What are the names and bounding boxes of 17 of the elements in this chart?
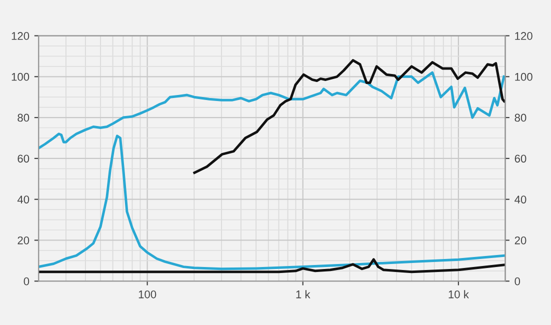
y-tick-label: 120 xyxy=(12,32,30,40)
y-tick-label: 60 xyxy=(18,154,30,163)
x-tick-label: 100 xyxy=(138,290,156,298)
y2-tick-label: 120 xyxy=(515,32,532,40)
y2-tick-label: 100 xyxy=(515,72,532,81)
x-tick-label: 10 k xyxy=(448,290,469,298)
y2-tick-label: 60 xyxy=(514,154,526,163)
y-tick-label: 20 xyxy=(18,236,30,244)
y2-tick-label: 20 xyxy=(514,236,526,244)
y-tick-label: 40 xyxy=(17,196,30,204)
y-tick-label: 80 xyxy=(18,114,30,122)
x-tick-label: 1 k xyxy=(296,290,310,298)
y2-tick-label: 0 xyxy=(514,277,520,286)
y2-tick-label: 40 xyxy=(514,196,526,204)
y2-tick-label: 80 xyxy=(514,114,526,122)
y-tick-label: 0 xyxy=(24,277,30,286)
y-tick-label: 100 xyxy=(12,72,30,81)
